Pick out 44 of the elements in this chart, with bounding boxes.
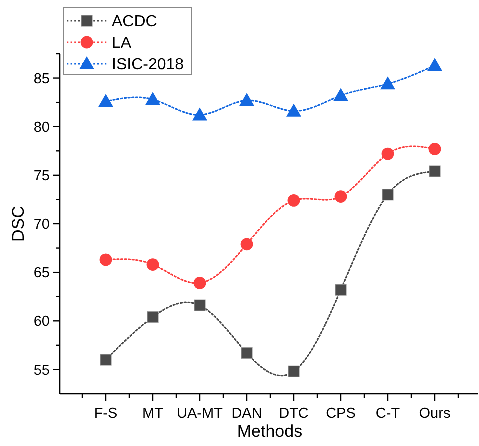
x-tick-label: Ours	[419, 406, 451, 422]
point	[380, 76, 396, 90]
point	[288, 194, 300, 207]
y-tick-label: 85	[34, 71, 50, 88]
legend-label: ACDC	[112, 14, 158, 31]
point	[100, 354, 112, 366]
point	[100, 254, 112, 266]
point	[429, 166, 441, 178]
x-tick-label: UA-MT	[177, 406, 224, 422]
point	[428, 143, 442, 156]
y-tick-label: 60	[34, 314, 50, 330]
x-axis-title: Methods	[237, 422, 303, 441]
y-tick-label: 55	[34, 362, 50, 379]
point	[194, 300, 206, 312]
point	[146, 258, 160, 271]
point	[194, 277, 206, 290]
legend-label: LA	[112, 35, 132, 52]
y-tick-label: 80	[34, 120, 50, 136]
point	[147, 311, 159, 324]
x-tick-label: F-S	[94, 406, 118, 422]
point	[286, 104, 302, 117]
point	[241, 347, 253, 359]
point	[98, 94, 114, 108]
point	[334, 190, 348, 203]
point	[240, 93, 254, 106]
y-tick-label: 75	[34, 168, 50, 185]
x-tick-label: CPS	[326, 406, 356, 422]
point	[428, 58, 442, 72]
point	[382, 148, 394, 160]
legend-label: ISIC-2018	[112, 56, 184, 74]
point	[382, 189, 394, 201]
point	[288, 366, 300, 378]
x-tick-label: DTC	[279, 406, 309, 422]
point	[146, 92, 160, 106]
point	[192, 108, 208, 121]
point	[334, 88, 348, 102]
y-tick-label: 65	[34, 266, 50, 282]
x-tick-label: MT	[142, 406, 164, 422]
point	[240, 238, 254, 251]
x-tick-label: C-T	[376, 406, 400, 422]
x-tick-label: DAN	[232, 406, 262, 422]
point	[335, 284, 347, 296]
y-axis-title: DSC	[9, 206, 28, 242]
y-tick-label: 70	[34, 217, 50, 234]
